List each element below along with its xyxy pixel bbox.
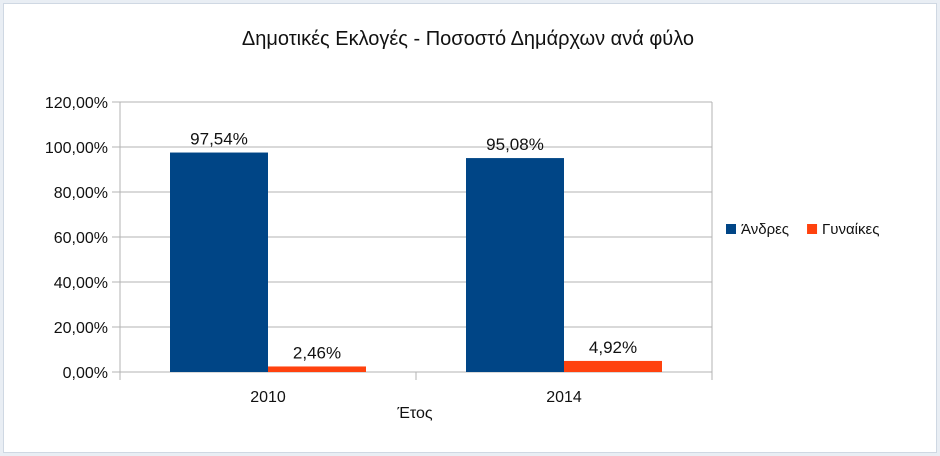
y-tick-label: 40,00% — [54, 275, 108, 292]
x-axis-ticks: 2010 2014 — [119, 372, 713, 406]
bar-Άνδρες — [170, 152, 268, 372]
x-tick-label: 2010 — [250, 389, 286, 406]
y-tick-label: 20,00% — [54, 320, 108, 337]
bar-Γυναίκες — [564, 360, 662, 372]
y-tick-label: 0,00% — [63, 365, 108, 382]
bar-Γυναίκες — [268, 366, 366, 372]
legend-label: Άνδρες — [741, 221, 789, 238]
x-axis-label: Έτος — [396, 405, 433, 422]
y-tick-label: 120,00% — [45, 95, 108, 112]
y-axis-ticks: 0,00% 20,00% 40,00% 60,00% 80,00% 100,00% 120,… — [45, 95, 120, 382]
y-tick-label: 80,00% — [54, 185, 108, 202]
data-label: 4,92% — [589, 338, 637, 357]
bars — [170, 152, 662, 372]
legend-label: Γυναίκες — [822, 221, 879, 238]
y-tick-label: 100,00% — [45, 140, 108, 157]
legend-swatch — [807, 224, 818, 234]
chart-title: Δημοτικές Εκλογές - Ποσοστό Δημάρχων ανά… — [242, 28, 694, 50]
legend-swatch — [726, 224, 736, 234]
legend: Άνδρες Γυναίκες — [726, 221, 879, 238]
bar-Άνδρες — [466, 158, 564, 372]
data-label: 2,46% — [293, 343, 341, 362]
data-label: 97,54% — [190, 130, 248, 149]
y-tick-label: 60,00% — [54, 230, 108, 247]
x-tick-label: 2014 — [546, 389, 582, 406]
data-labels: 97,54% 2,46% 95,08% 4,92% — [190, 130, 637, 363]
data-label: 95,08% — [486, 135, 544, 154]
